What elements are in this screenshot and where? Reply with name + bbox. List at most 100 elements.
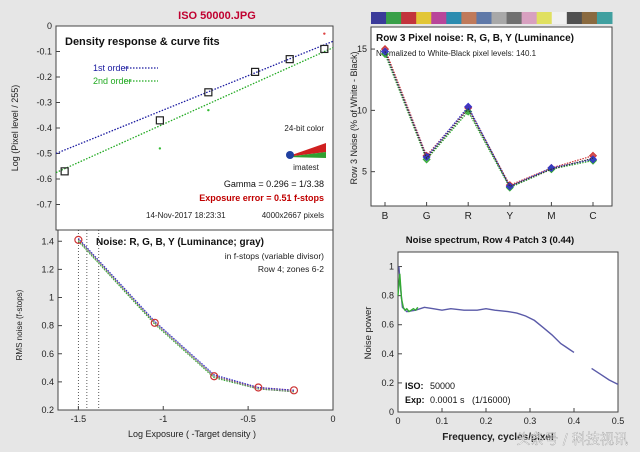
color-patch <box>566 12 583 24</box>
noise-marker-R <box>289 386 299 395</box>
legend-1st-order: 1st order <box>93 63 129 73</box>
density-stray-point <box>207 108 210 112</box>
density-ytick-label: 0 <box>47 21 52 31</box>
spectrum-xlabel: Frequency, cycles/pixel <box>442 432 554 443</box>
row3-marker-B <box>464 102 473 111</box>
row3-subtitle: Normalized to White-Black pixel levels: … <box>376 49 537 58</box>
date-text: 14-Nov-2017 18:23:31 <box>146 211 226 220</box>
noise-xtick-label: -1.5 <box>71 414 87 424</box>
spectrum-xtick-label: 0.4 <box>568 416 581 426</box>
gamma-text: Gamma = 0.296 = 1/3.38 <box>224 179 324 189</box>
density-data-point <box>204 88 213 97</box>
density-data-point <box>320 44 329 54</box>
noise-xtick-label: -1 <box>159 414 167 424</box>
color-patch <box>581 12 598 24</box>
noise-marker-R <box>74 235 83 244</box>
noise-subtitle-2: Row 4; zones 6-2 <box>258 264 324 274</box>
color-patch <box>521 12 538 24</box>
row3-ytick-label: 5 <box>362 167 367 177</box>
density-data-point <box>60 167 69 176</box>
spectrum-xtick-label: 0.1 <box>436 416 449 426</box>
color-patch <box>596 12 613 24</box>
noise-xtick-label: -0.5 <box>240 414 256 424</box>
density-fits <box>55 40 334 174</box>
row3-plot-bg <box>370 26 613 207</box>
spectrum-series-line-Y-tail <box>591 367 619 386</box>
noise-series-line-G <box>77 240 295 393</box>
color-patch <box>431 12 447 24</box>
spectrum-ylabel: Noise power <box>363 307 374 360</box>
spectrum-ytick-label: 0.4 <box>381 349 394 359</box>
noise-title: Noise: R, G, B, Y (Luminance; gray) <box>96 237 264 248</box>
iso-label: ISO: <box>405 381 424 391</box>
density-ytick-label: -0.7 <box>36 200 52 210</box>
row3-xtick-label: C <box>589 211 596 222</box>
density-title: Density response & curve fits <box>65 36 220 48</box>
spectrum-xtick-label: 0.5 <box>612 416 625 426</box>
density-ytick-label: -0.4 <box>36 123 52 133</box>
spectrum-xtick-label: 0 <box>395 416 400 426</box>
noise-series-line-Y <box>77 239 295 393</box>
noise-ytick-label: 1 <box>49 293 54 303</box>
density-stray-point <box>323 32 326 35</box>
row3-series <box>380 45 598 192</box>
noise-ytick-label: 0.8 <box>41 321 54 331</box>
row3-ylabel: Row 3 Noise (% of White - Black) <box>349 51 359 184</box>
spectrum-ytick-label: 0.2 <box>381 378 394 388</box>
noise-ytick-label: 1.2 <box>41 264 54 274</box>
spectrum-ytick-label: 0.8 <box>381 291 394 301</box>
spectrum-plot-bg <box>397 251 619 413</box>
page-title: ISO 50000.JPG <box>178 10 256 22</box>
row3-yticks: 15 10 5 <box>357 44 375 177</box>
spectrum-title: Noise spectrum, Row 4 Patch 3 (0.44) <box>406 235 574 246</box>
density-ytick-label: -0.6 <box>36 174 52 184</box>
density-panel: Log (Pixel level / 255) 0 -0.1 -0.2 -0.3 -0.… <box>10 21 334 231</box>
color-patch <box>551 12 568 24</box>
row3-marker-B <box>547 163 556 173</box>
spectrum-xticks: 0 0.1 0.2 0.3 0.4 0.5 <box>395 408 624 426</box>
imatest-logo-text: imatest <box>293 163 320 172</box>
color-patch <box>371 12 387 24</box>
density-points <box>60 32 329 176</box>
fit-2nd-order-line <box>55 47 334 174</box>
row3-xtick-label: G <box>423 211 431 222</box>
color-patch-strip <box>371 12 613 24</box>
iso-value: 50000 <box>430 381 455 391</box>
density-ylabel: Log (Pixel level / 255) <box>10 85 20 172</box>
row3-marker-B <box>505 182 514 191</box>
noise-subtitle-1: in f-stops (variable divisor) <box>225 251 324 261</box>
color-patch <box>461 12 477 24</box>
watermark: 头条号 / 科技视讯 <box>516 431 628 448</box>
spectrum-series-line-G <box>397 273 419 313</box>
spectrum-ytick-label: 1 <box>389 262 394 272</box>
row3-xtick-label: B <box>382 211 389 222</box>
spectrum-xtick-label: 0.2 <box>480 416 493 426</box>
exp-fraction: (1/16000) <box>472 395 511 405</box>
spectrum-ytick-label: 0 <box>389 407 394 417</box>
exp-label: Exp: <box>405 395 425 405</box>
noise-panel: Noise: R, G, B, Y (Luminance; gray) in f… <box>15 229 336 439</box>
exp-value: 0.0001 s <box>430 395 465 405</box>
spectrum-ytick-label: 0.6 <box>381 320 394 330</box>
row3-ytick-label: 15 <box>357 44 367 54</box>
imatest-logo: imatest <box>286 143 326 172</box>
density-ytick-label: -0.1 <box>36 47 52 57</box>
color-patch <box>401 12 417 24</box>
noise-ytick-label: 1.4 <box>41 236 54 246</box>
noise-ytick-label: 0.4 <box>41 377 54 387</box>
noise-xlabel: Log Exposure ( -Target density ) <box>128 429 256 439</box>
noise-ytick-label: 0.6 <box>41 349 54 359</box>
row3-series-line-G <box>384 53 594 189</box>
row3-panel: Row 3 Pixel noise: R, G, B, Y (Luminance… <box>349 12 613 222</box>
noise-xtick-label: 0 <box>330 414 335 424</box>
row3-xtick-label: R <box>465 211 472 222</box>
pixels-text: 4000x2667 pixels <box>262 211 324 220</box>
spectrum-panel: Noise spectrum, Row 4 Patch 3 (0.44) Noi… <box>363 235 624 443</box>
noise-ylabel: RMS noise (f-stops) <box>15 289 24 360</box>
density-data-point <box>155 116 164 125</box>
density-data-point <box>285 55 294 64</box>
row3-series-line-Y <box>384 51 594 188</box>
spectrum-series <box>397 266 619 386</box>
